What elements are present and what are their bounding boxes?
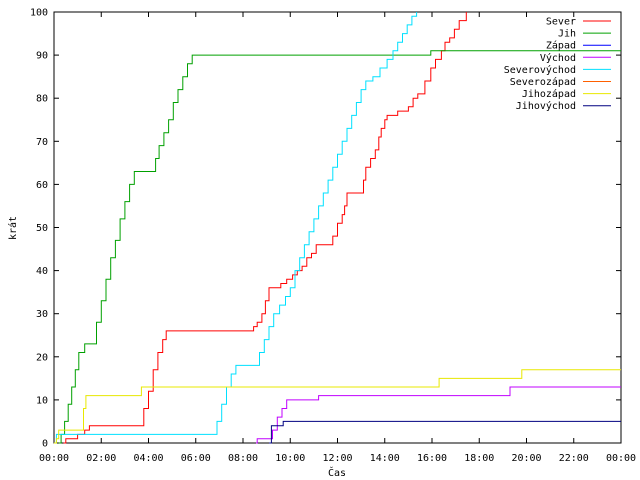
legend-label: Jih xyxy=(558,29,576,40)
legend-label: Jihozápad xyxy=(522,88,576,100)
y-tick-label: 80 xyxy=(36,94,48,105)
x-tick-label: 02:00 xyxy=(86,453,116,464)
y-tick-label: 0 xyxy=(42,439,48,450)
x-tick-label: 00:00 xyxy=(39,453,69,464)
x-tick-label: 22:00 xyxy=(559,453,589,464)
legend-label: Severovýchod xyxy=(504,64,576,76)
series-line-0 xyxy=(63,12,467,444)
legend-label: Sever xyxy=(546,17,576,28)
series-line-7 xyxy=(269,420,621,444)
x-tick-label: 00:00 xyxy=(606,453,636,464)
x-tick-label: 06:00 xyxy=(181,453,211,464)
y-tick-label: 90 xyxy=(36,51,48,62)
y-tick-label: 30 xyxy=(36,309,48,320)
y-tick-label: 20 xyxy=(36,352,48,363)
y-axis-label: krát xyxy=(7,216,19,240)
legend-label: Severozápad xyxy=(510,76,576,88)
y-axis-ticks: 0 10 20 30 40 50 60 70 80 90 100 xyxy=(30,8,621,450)
x-tick-label: 04:00 xyxy=(133,453,163,464)
series-line-6 xyxy=(54,369,621,444)
x-tick-label: 12:00 xyxy=(322,453,352,464)
series-lines xyxy=(54,12,621,444)
series-line-3 xyxy=(256,386,621,444)
x-tick-label: 14:00 xyxy=(370,453,400,464)
y-tick-label: 70 xyxy=(36,137,48,148)
y-tick-label: 50 xyxy=(36,223,48,234)
series-line-4 xyxy=(54,12,418,444)
x-axis-ticks: 00:00 02:00 04:00 06:00 08:00 10:00 12:00 14:00… xyxy=(39,12,636,464)
x-axis-label: Čas xyxy=(328,466,346,479)
legend-label: Jihovýchod xyxy=(516,100,576,112)
x-tick-label: 10:00 xyxy=(275,453,305,464)
legend-label: Západ xyxy=(546,40,576,52)
x-tick-label: 16:00 xyxy=(417,453,447,464)
legend-label: Východ xyxy=(540,52,576,64)
x-tick-label: 18:00 xyxy=(464,453,494,464)
y-tick-label: 60 xyxy=(36,180,48,191)
y-tick-label: 40 xyxy=(36,266,48,277)
x-tick-label: 08:00 xyxy=(228,453,258,464)
y-tick-label: 10 xyxy=(36,395,48,406)
y-tick-label: 100 xyxy=(30,8,48,19)
x-tick-label: 20:00 xyxy=(511,453,541,464)
series-line-1 xyxy=(58,50,621,444)
legend: SeverJihZápadVýchodSeverovýchodSeverozáp… xyxy=(504,17,611,112)
